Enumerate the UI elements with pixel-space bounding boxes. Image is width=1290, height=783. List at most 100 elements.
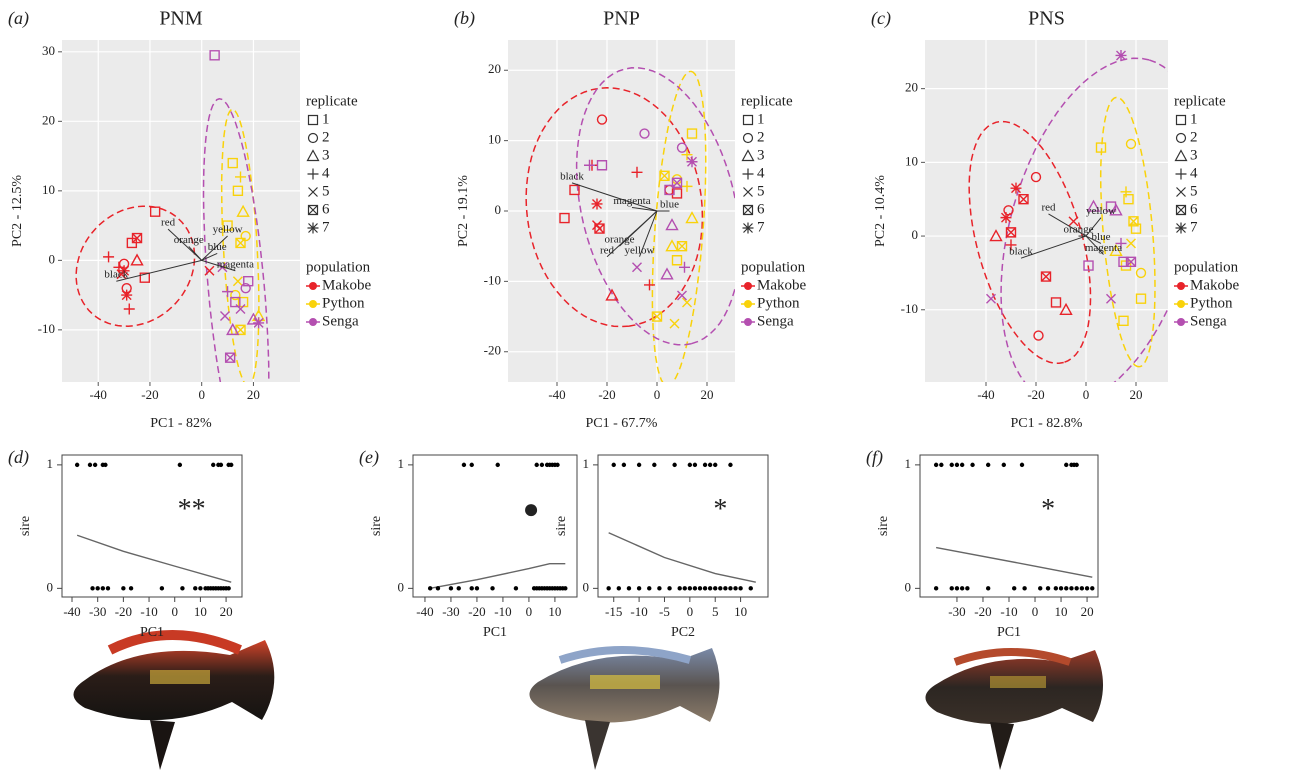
x-tick-label: -40 xyxy=(977,387,994,402)
x-tick-label: -20 xyxy=(141,387,158,402)
x-tick-label: -40 xyxy=(548,387,565,402)
chart-title: PNM xyxy=(159,8,203,30)
x-tick-label: 10 xyxy=(548,604,561,619)
point xyxy=(970,462,975,468)
point xyxy=(713,462,718,468)
point xyxy=(639,128,650,139)
fish-photo xyxy=(73,630,275,770)
legend-symbol xyxy=(307,168,319,180)
loading-arrow xyxy=(1048,213,1087,237)
point xyxy=(985,586,991,591)
ellipse xyxy=(651,70,707,382)
point xyxy=(702,462,708,468)
point xyxy=(1001,462,1006,468)
loading-label: magenta xyxy=(613,195,650,207)
x-tick-label: -10 xyxy=(494,604,511,619)
point xyxy=(686,156,698,168)
point xyxy=(226,586,231,591)
point xyxy=(461,462,467,468)
legend-symbol xyxy=(309,300,317,308)
legend-title: population xyxy=(741,259,806,275)
x-tick-label: -40 xyxy=(63,604,80,619)
legend-title: replicate xyxy=(1174,93,1226,109)
point xyxy=(596,160,608,171)
point xyxy=(87,462,93,468)
loading-label: blue xyxy=(660,199,679,211)
legend-symbol xyxy=(309,318,317,326)
point xyxy=(1135,267,1147,279)
y-axis-label: sire xyxy=(18,516,33,536)
legend-symbol xyxy=(306,149,320,162)
loading-label: black xyxy=(1009,246,1033,258)
loading-label: orange xyxy=(174,234,204,246)
point xyxy=(667,586,672,591)
point xyxy=(224,352,236,363)
x-tick-label: -20 xyxy=(974,604,991,619)
point xyxy=(681,180,693,192)
x-tick-label: -20 xyxy=(468,604,485,619)
x-tick-label: -20 xyxy=(1027,387,1044,402)
legend-symbol xyxy=(742,204,754,216)
point xyxy=(1018,194,1029,205)
legend-label: 6 xyxy=(322,201,330,217)
ellipse xyxy=(220,108,260,382)
ellipse xyxy=(1099,96,1156,368)
point xyxy=(177,462,183,468)
point xyxy=(126,237,138,249)
x-axis-label: PC1 xyxy=(140,625,164,640)
legend-label: Python xyxy=(322,295,365,311)
point xyxy=(1050,297,1062,308)
legend-label: 5 xyxy=(757,183,765,199)
point xyxy=(677,290,687,301)
x-tick-label: -20 xyxy=(598,387,615,402)
y-tick-label: -10 xyxy=(38,321,55,336)
x-tick-label: 0 xyxy=(1032,604,1039,619)
y-axis-label: PC2 - 12.5% xyxy=(10,175,25,247)
point xyxy=(149,206,161,217)
loading-arrow xyxy=(606,210,658,258)
point xyxy=(933,586,939,591)
annotation: ● xyxy=(523,494,540,525)
y-tick-label: 1 xyxy=(47,456,54,471)
point xyxy=(222,220,233,231)
x-tick-label: 0 xyxy=(198,387,205,402)
point xyxy=(616,586,622,591)
point xyxy=(1120,186,1132,198)
loading-label: black xyxy=(560,170,584,182)
legend-label: 6 xyxy=(757,201,765,217)
x-tick-label: 10 xyxy=(734,604,747,619)
point xyxy=(954,586,960,591)
legend-label: Makobe xyxy=(1190,277,1239,293)
point xyxy=(1005,227,1017,238)
y-tick-label: 0 xyxy=(583,579,590,594)
point xyxy=(1115,49,1127,61)
point xyxy=(606,586,611,591)
point xyxy=(469,586,474,591)
point xyxy=(682,586,687,591)
legend-label: 3 xyxy=(322,147,330,163)
point xyxy=(555,462,560,468)
fish-photo xyxy=(529,646,720,770)
x-tick-label: -40 xyxy=(90,387,107,402)
point xyxy=(986,293,996,304)
point xyxy=(1128,216,1139,227)
x-axis-label: PC1 - 67.7% xyxy=(586,416,658,431)
point xyxy=(707,462,713,468)
x-tick-label: 20 xyxy=(247,387,260,402)
x-tick-label: 0 xyxy=(526,604,533,619)
point xyxy=(180,586,185,591)
point xyxy=(632,262,642,273)
point xyxy=(939,462,944,468)
x-tick-label: -40 xyxy=(416,604,433,619)
point xyxy=(1033,330,1044,341)
legend-label: 7 xyxy=(1190,219,1198,235)
y-axis-label: PC2 - 10.4% xyxy=(873,175,888,247)
point xyxy=(723,586,728,591)
legend-symbol xyxy=(741,149,755,162)
point xyxy=(1000,212,1012,224)
y-tick-label: 0 xyxy=(905,579,912,594)
x-tick-label: -5 xyxy=(659,604,670,619)
legend-symbol xyxy=(744,282,752,290)
loading-label: yellow xyxy=(213,224,243,236)
x-tick-label: -30 xyxy=(442,604,459,619)
